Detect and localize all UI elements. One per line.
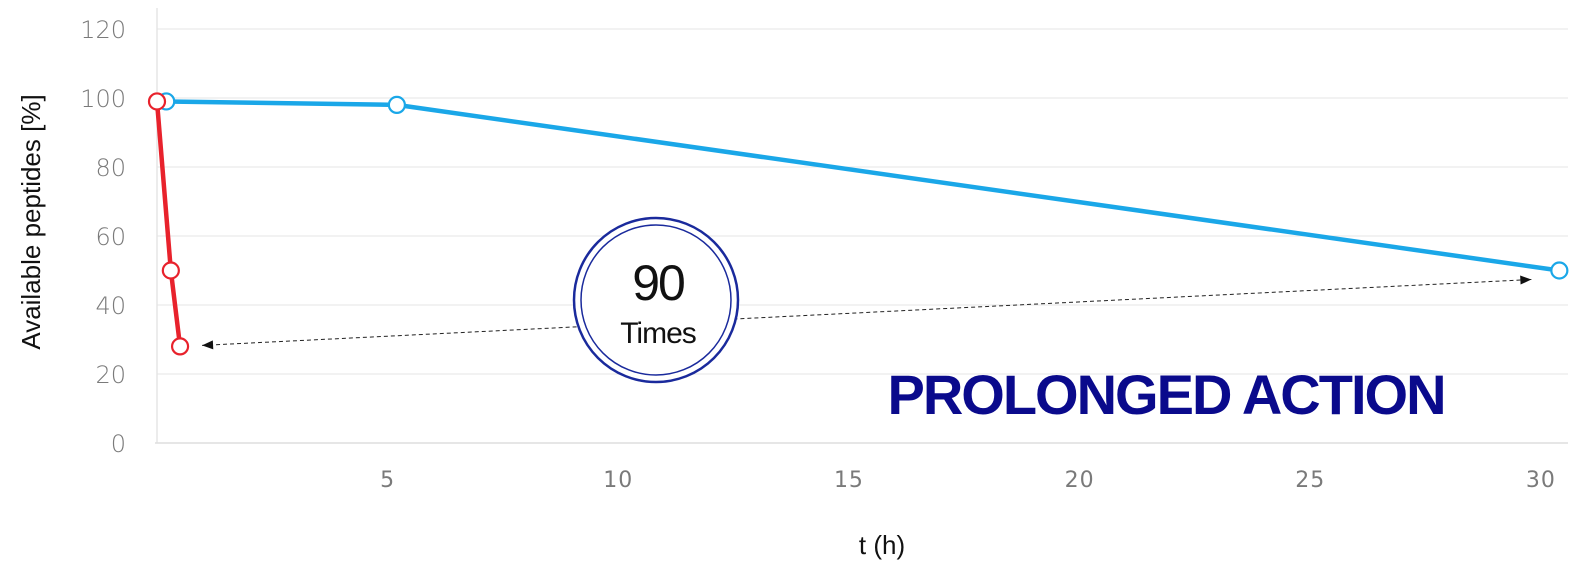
y-tick-label: 120 [80,16,126,44]
y-axis: 0 20 40 60 80 100 120 [80,8,1568,458]
ratio-arrow-line [202,279,1532,346]
y-axis-label: Available peptides [%] [16,94,46,349]
data-point [1550,261,1569,280]
ratio-arrow-head-right [1520,275,1532,285]
y-tick-label: 100 [80,85,126,113]
y-tick-label: 20 [95,361,126,389]
grid-lines [157,28,1568,375]
headline: PROLONGED ACTION [887,363,1444,426]
ratio-arrow [202,275,1532,350]
ratio-badge-inner-ring [580,224,732,376]
data-point [147,92,167,111]
ratio-arrow-head-left [202,340,214,350]
ratio-word: Times [620,317,696,350]
data-point [170,337,190,356]
series-group [147,92,1569,356]
x-tick-label: 30 [1526,468,1556,493]
y-tick-label: 40 [95,292,126,320]
data-point [387,95,406,115]
series-line [163,99,1562,273]
ratio-badge: 90 Times [572,216,740,384]
x-tick-label: 25 [1295,468,1325,493]
y-tick-label: 0 [111,430,126,458]
y-tick-label: 80 [95,154,126,182]
x-tick-label: 10 [603,468,633,493]
x-tick-label: 5 [380,468,395,493]
ratio-number: 90 [632,255,684,311]
y-tick-label: 60 [95,223,126,251]
x-tick-label: 20 [1065,468,1095,493]
x-tick-label: 15 [834,468,864,493]
x-axis-label: t (h) [859,530,905,560]
series-line [154,99,183,349]
ratio-badge-outer-ring [572,216,740,384]
x-axis-ticks: 5 10 15 20 25 30 [380,468,1556,493]
data-point [161,261,180,280]
